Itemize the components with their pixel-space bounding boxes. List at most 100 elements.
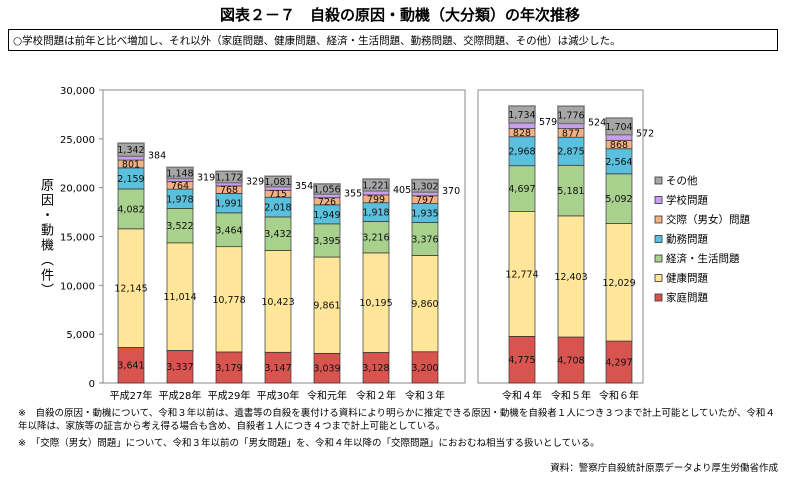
data-label: 1,302 xyxy=(411,181,438,192)
data-label: 799 xyxy=(367,194,385,205)
data-label: 3,337 xyxy=(166,362,193,373)
data-label: 10,423 xyxy=(261,297,294,308)
bar-segment xyxy=(117,228,145,348)
bar-segment xyxy=(605,117,633,136)
x-tick-label: 平成28年 xyxy=(159,389,202,402)
bar-segment xyxy=(215,351,243,384)
data-label: 579 xyxy=(539,117,557,128)
data-label: 405 xyxy=(393,185,411,196)
legend-swatch xyxy=(654,254,663,263)
data-label: 355 xyxy=(344,188,362,199)
bar-segment xyxy=(411,222,439,256)
bar-segment xyxy=(557,123,585,129)
data-label: 715 xyxy=(269,189,287,200)
bar-segment xyxy=(605,134,633,141)
data-label: 868 xyxy=(610,140,628,151)
legend-label: 学校問題 xyxy=(666,194,708,207)
data-label: 10,778 xyxy=(212,295,245,306)
data-label: 1,734 xyxy=(508,110,535,121)
data-label: 726 xyxy=(318,197,336,208)
data-label: 797 xyxy=(416,195,434,206)
y-tick-label: 25,000 xyxy=(60,135,95,146)
data-label: 1,172 xyxy=(215,172,242,183)
data-label: 2,159 xyxy=(117,174,144,185)
data-label: 4,082 xyxy=(117,204,144,215)
bar-segment xyxy=(313,223,341,258)
chart-title: 図表２－７ 自殺の原因・動機（大分類）の年次推移 xyxy=(219,6,580,24)
legend-label: 経済・生活問題 xyxy=(666,252,740,265)
data-label: 11,014 xyxy=(163,292,196,303)
source-text: 資料：警察庁自殺統計原票データより厚生労働省作成 xyxy=(550,463,778,474)
legend-swatch xyxy=(654,293,663,302)
bar-segment xyxy=(411,255,439,353)
data-label: 1,918 xyxy=(362,208,389,219)
bar-segment xyxy=(508,165,536,212)
legend-label: 勤務問題 xyxy=(666,233,708,246)
data-label: 877 xyxy=(562,128,580,139)
data-label: 1,056 xyxy=(313,185,340,196)
data-label: 1,935 xyxy=(411,209,438,220)
data-label: 3,200 xyxy=(411,363,438,374)
data-label: 801 xyxy=(122,159,140,170)
legend-swatch xyxy=(654,215,663,224)
x-tick-label: 令和５年 xyxy=(551,389,591,402)
data-label: 1,342 xyxy=(117,145,144,156)
bar-segment xyxy=(508,122,536,130)
data-label: 5,092 xyxy=(605,194,632,205)
x-tick-label: 平成27年 xyxy=(110,389,153,402)
data-label: 3,641 xyxy=(117,361,144,372)
y-tick-label: 15,000 xyxy=(60,233,95,244)
data-label: 1,221 xyxy=(362,181,389,192)
data-label: 4,708 xyxy=(557,356,584,367)
data-label: 3,522 xyxy=(166,221,193,232)
bar-segment xyxy=(508,105,536,124)
data-label: 1,949 xyxy=(313,210,340,221)
bar-segment xyxy=(166,208,194,244)
data-label: 10,195 xyxy=(359,298,392,309)
data-label: 3,464 xyxy=(215,225,242,236)
data-label: 3,216 xyxy=(362,233,389,244)
data-label: 354 xyxy=(295,181,313,192)
data-label: 572 xyxy=(636,129,654,140)
bar-segment xyxy=(557,105,585,125)
data-label: 764 xyxy=(171,181,189,192)
bar-segment xyxy=(264,175,292,188)
bar-segment xyxy=(362,352,390,384)
bar-segment xyxy=(411,178,439,193)
legend-label: 家庭問題 xyxy=(666,291,708,304)
legend-swatch xyxy=(654,235,663,243)
bar-segment xyxy=(362,252,390,353)
data-label: 3,147 xyxy=(264,363,291,374)
data-label: 4,697 xyxy=(508,184,535,195)
bar-segment xyxy=(605,223,633,342)
stacked-bar-chart: 0 5,000 10,000 15,000 20,000 25,000 30,000 3,64… xyxy=(60,86,750,402)
data-label: 5,181 xyxy=(557,186,584,197)
data-label: 2,968 xyxy=(508,147,535,158)
data-label: 3,376 xyxy=(411,234,438,245)
data-label: 3,039 xyxy=(313,364,340,375)
data-label: 384 xyxy=(148,150,166,161)
legend-label: 交際（男女）問題 xyxy=(666,213,750,226)
bar-segment xyxy=(215,170,243,184)
x-tick-label: 令和６年 xyxy=(599,389,639,402)
x-tick-label: 令和３年 xyxy=(405,389,445,402)
data-label: 3,395 xyxy=(313,236,340,247)
data-label: 2,875 xyxy=(557,147,584,158)
bar-segment xyxy=(605,340,633,384)
bar-segment xyxy=(557,136,585,166)
data-label: 524 xyxy=(588,118,606,129)
summary-box: ○学校問題は前年と比べ増加し、それ以外（家庭問題、健康問題、経済・生活問題、勤務… xyxy=(8,29,778,51)
bar-segment xyxy=(411,351,439,384)
bar-segment xyxy=(508,336,536,384)
bar-segment xyxy=(362,178,390,192)
y-tick-label: 0 xyxy=(89,379,95,390)
data-label: 2,018 xyxy=(264,203,291,214)
data-label: 4,775 xyxy=(508,355,535,366)
data-label: 9,860 xyxy=(411,299,438,310)
legend-swatch xyxy=(654,274,663,282)
data-label: 3,432 xyxy=(264,229,291,240)
data-label: 3,179 xyxy=(215,363,242,374)
data-label: 828 xyxy=(513,128,531,139)
bar-segment xyxy=(362,221,390,254)
bar-segment xyxy=(166,166,194,180)
